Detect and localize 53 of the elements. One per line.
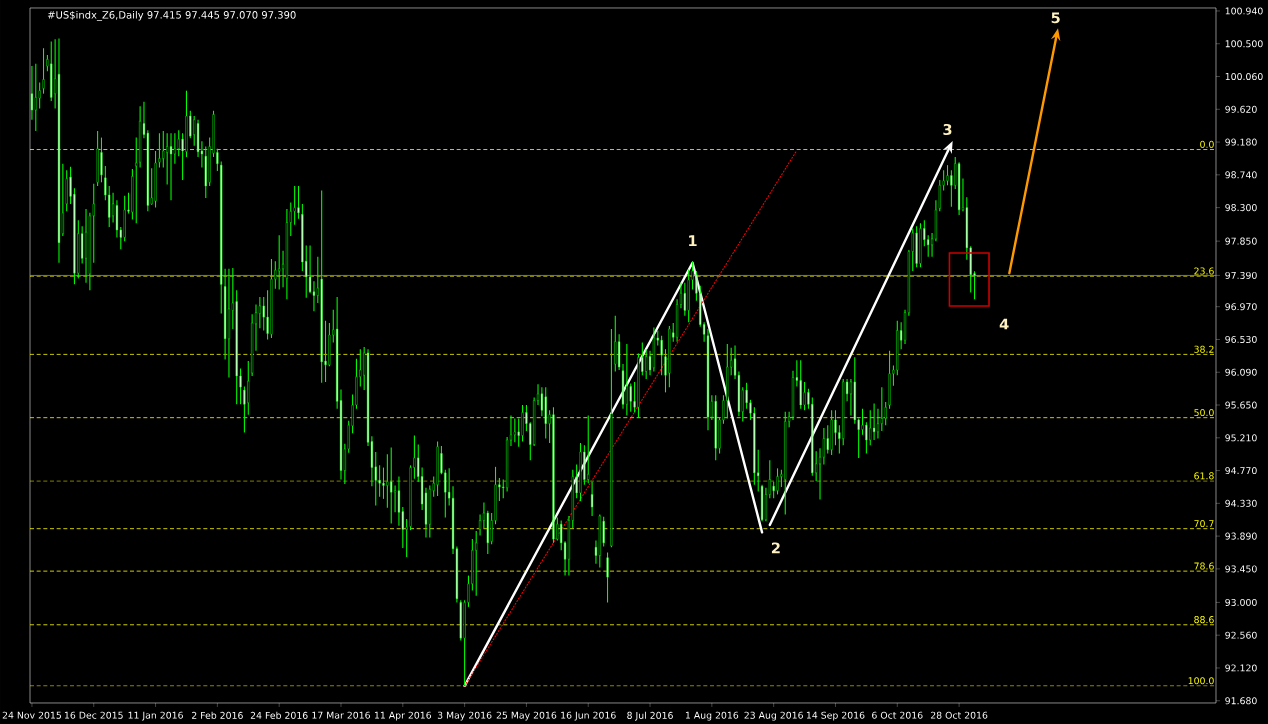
y-tick-label: 99.180 (1225, 138, 1257, 146)
x-tick-label: 8 Jul 2016 (627, 711, 673, 721)
y-tick-label: 93.000 (1225, 598, 1257, 606)
y-tick-label: 96.530 (1225, 335, 1257, 343)
y-tick-label: 97.850 (1225, 237, 1257, 245)
y-tick-label: 92.120 (1225, 664, 1257, 672)
x-tick-label: 2 Feb 2016 (191, 711, 243, 719)
y-tick-label: 95.210 (1225, 434, 1257, 442)
y-tick-label: 96.970 (1225, 303, 1257, 311)
x-tick-label: 1 Aug 2016 (685, 711, 739, 721)
annotation: 2 (771, 542, 780, 554)
chart-title: #US$indx_Z6,Daily 97.415 97.445 97.070 97.390 (47, 10, 296, 21)
annotation: 0.0 (1200, 140, 1214, 148)
y-tick-label: 100.060 (1225, 72, 1263, 81)
annotation: 50.0 (1194, 409, 1214, 417)
x-tick-label: 24 Feb 2016 (250, 711, 308, 719)
x-tick-label: 6 Oct 2016 (872, 711, 923, 719)
x-tick-label: 16 Jun 2016 (561, 711, 616, 721)
y-tick-label: 100.500 (1225, 40, 1263, 48)
y-tick-label: 97.390 (1225, 271, 1257, 279)
annotation: 38.2 (1194, 345, 1214, 353)
y-tick-label: 93.890 (1225, 532, 1257, 540)
annotation: 23.6 (1194, 267, 1214, 275)
y-tick-label: 94.770 (1225, 467, 1257, 475)
annotation: 100.0 (1188, 677, 1214, 685)
x-tick-label: 28 Oct 2016 (930, 711, 988, 719)
annotation: 1 (689, 235, 697, 247)
y-tick-label: 92.560 (1225, 631, 1257, 639)
y-tick-label: 98.300 (1225, 204, 1257, 212)
y-tick-label: 93.450 (1225, 565, 1257, 573)
annotation: 78.6 (1194, 562, 1214, 570)
y-tick-label: 100.940 (1225, 7, 1263, 15)
y-tick-label: 98.740 (1225, 171, 1257, 179)
annotation: 4 (999, 318, 1009, 330)
annotation: 70.7 (1194, 520, 1214, 528)
annotation: 5 (1051, 12, 1060, 24)
x-tick-label: 17 Mar 2016 (312, 711, 370, 719)
x-tick-label: 11 Apr 2016 (374, 711, 432, 721)
x-tick-label: 11 Jan 2016 (128, 711, 183, 721)
x-tick-label: 16 Dec 2015 (64, 711, 123, 719)
x-tick-label: 24 Nov 2015 (2, 711, 61, 719)
annotation: 88.6 (1194, 616, 1214, 624)
x-tick-label: 3 May 2016 (437, 711, 492, 721)
y-tick-label: 94.330 (1225, 499, 1257, 507)
y-tick-label: 91.680 (1225, 697, 1257, 705)
y-tick-label: 96.090 (1225, 368, 1257, 376)
y-tick-label: 99.620 (1225, 105, 1257, 113)
annotation: 3 (943, 123, 952, 136)
x-tick-label: 14 Sep 2016 (806, 711, 865, 721)
x-tick-label: 23 Aug 2016 (744, 711, 803, 721)
x-tick-label: 25 May 2016 (496, 711, 557, 721)
annotation: 61.8 (1194, 472, 1214, 480)
y-tick-label: 95.650 (1225, 401, 1257, 409)
